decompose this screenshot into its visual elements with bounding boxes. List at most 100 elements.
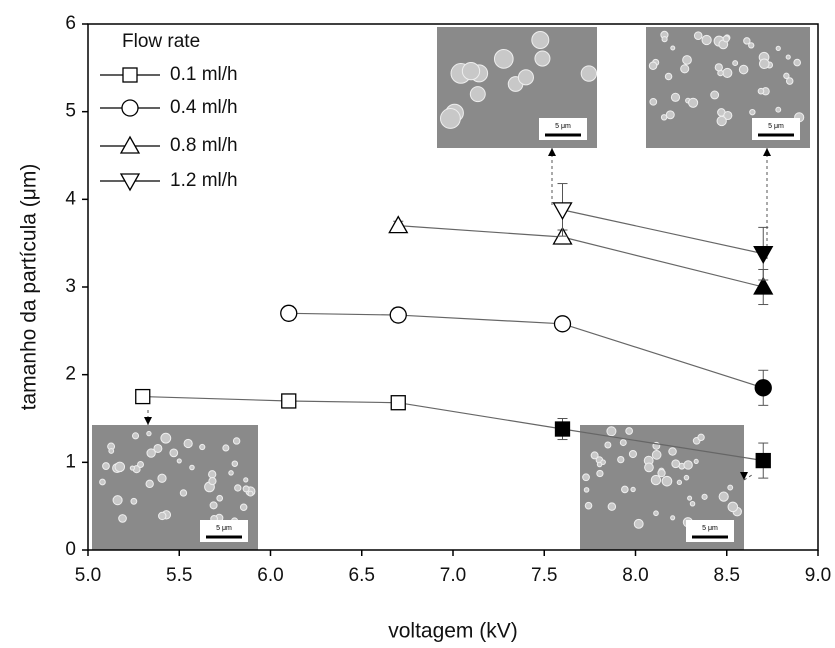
particle xyxy=(732,60,739,67)
particle xyxy=(583,487,590,493)
particle xyxy=(596,469,604,478)
particle xyxy=(621,485,629,494)
scale-label: 5 μm xyxy=(555,123,571,130)
insets: 5 μm 5 μm 5 μm 5 μm xyxy=(92,27,810,550)
y-tick-label: 3 xyxy=(65,276,76,297)
legend-marker xyxy=(122,67,138,83)
y-tick-label: 4 xyxy=(65,188,76,209)
legend-label: 0.8 ml/h xyxy=(170,135,238,156)
x-tick-label: 5.5 xyxy=(166,565,192,586)
particle xyxy=(208,477,217,486)
particle xyxy=(130,497,138,505)
particle xyxy=(145,479,154,489)
particle xyxy=(657,468,666,478)
particle xyxy=(534,50,551,67)
particle xyxy=(440,108,461,129)
particle xyxy=(580,65,598,82)
particle xyxy=(131,432,140,440)
arrow-head xyxy=(763,148,771,156)
particle xyxy=(247,490,254,497)
particle xyxy=(689,501,696,507)
particle xyxy=(722,35,730,43)
particle xyxy=(517,69,534,86)
marker xyxy=(753,246,774,265)
particle xyxy=(775,45,781,51)
particle xyxy=(651,450,662,460)
particle xyxy=(157,473,167,483)
particle xyxy=(687,495,693,501)
scale-label: 5 μm xyxy=(216,525,232,532)
marker xyxy=(389,306,407,324)
particle xyxy=(670,515,676,521)
particle xyxy=(649,97,658,106)
particle xyxy=(239,503,248,511)
particle xyxy=(650,474,662,486)
particle xyxy=(648,61,658,70)
particle xyxy=(653,510,659,517)
particle xyxy=(670,92,681,102)
particle xyxy=(670,45,676,51)
legend-title: Flow rate xyxy=(122,31,200,52)
marker xyxy=(554,421,571,437)
particle xyxy=(714,63,723,72)
marker xyxy=(390,395,406,411)
y-tick-label: 6 xyxy=(65,13,76,34)
particle xyxy=(146,430,152,437)
marker xyxy=(281,393,297,409)
particle xyxy=(617,455,625,464)
particle xyxy=(749,108,756,116)
particle xyxy=(688,97,699,108)
legend-marker xyxy=(121,99,139,117)
particle xyxy=(232,437,241,445)
particle xyxy=(129,465,135,471)
particle xyxy=(697,433,705,442)
particle xyxy=(671,459,681,469)
particle xyxy=(682,55,692,65)
particle xyxy=(228,470,234,476)
particle xyxy=(783,72,790,80)
particle xyxy=(216,494,224,502)
particle xyxy=(785,54,791,60)
legend-label: 1.2 ml/h xyxy=(170,170,238,191)
particle xyxy=(183,438,193,449)
particle xyxy=(158,511,167,521)
particle xyxy=(242,485,250,493)
particle xyxy=(600,459,606,465)
particle xyxy=(693,31,703,40)
particle xyxy=(461,61,481,81)
particle xyxy=(723,110,733,121)
x-tick-label: 8.0 xyxy=(622,565,648,586)
marker xyxy=(754,379,772,397)
y-tick-label: 0 xyxy=(65,539,76,560)
particle xyxy=(189,464,195,471)
legend-marker xyxy=(119,135,141,154)
particle xyxy=(644,462,654,473)
legend-label: 0.1 ml/h xyxy=(170,64,238,85)
particle xyxy=(683,460,693,470)
particle xyxy=(664,72,673,81)
particle xyxy=(114,461,126,473)
particle xyxy=(743,37,751,45)
particle xyxy=(710,90,720,100)
particle xyxy=(628,449,638,459)
particle xyxy=(99,478,106,486)
particle xyxy=(775,106,782,113)
x-tick-label: 6.0 xyxy=(257,565,283,586)
particle xyxy=(108,448,115,454)
particle xyxy=(604,441,612,449)
series-line xyxy=(398,225,764,288)
y-tick-label: 1 xyxy=(65,451,76,472)
marker xyxy=(753,276,774,295)
x-tick-label: 6.5 xyxy=(349,565,375,586)
particle xyxy=(153,443,163,453)
particle xyxy=(137,461,144,468)
x-tick-label: 7.0 xyxy=(440,565,466,586)
y-tick-label: 5 xyxy=(65,101,76,122)
marker xyxy=(755,452,771,469)
particle xyxy=(727,484,734,491)
particle xyxy=(693,458,699,464)
marker xyxy=(280,304,298,322)
marker xyxy=(388,215,409,234)
arrow-head xyxy=(740,472,748,480)
particle xyxy=(584,501,593,510)
